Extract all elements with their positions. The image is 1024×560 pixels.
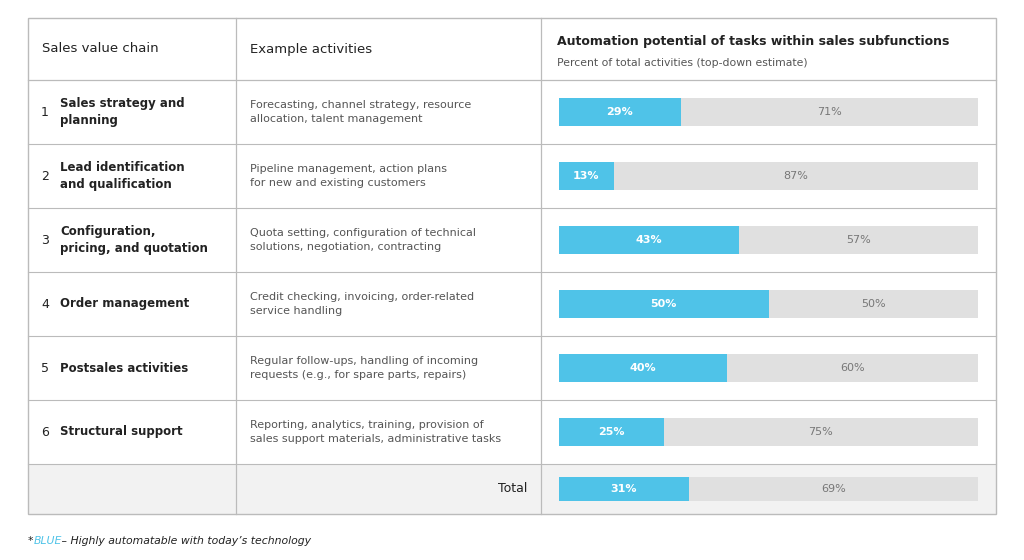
Text: Sales strategy and
planning: Sales strategy and planning [60,97,184,127]
Bar [28,272,996,336]
Text: Forecasting, channel strategy, resource
allocation, talent management: Forecasting, channel strategy, resource … [250,100,471,124]
Text: 43%: 43% [636,235,663,245]
Text: Pipeline management, action plans
for new and existing customers: Pipeline management, action plans for ne… [250,164,447,188]
Text: 3: 3 [41,234,49,246]
Bar [28,208,996,272]
Bar [559,477,689,501]
Bar [559,98,681,126]
Text: Configuration,
pricing, and quotation: Configuration, pricing, and quotation [60,225,208,255]
Text: 6: 6 [41,426,49,438]
Text: Percent of total activities (top-down estimate): Percent of total activities (top-down es… [557,58,808,68]
Text: *: * [28,536,34,546]
Text: – Highly automatable with today’s technology: – Highly automatable with today’s techno… [58,536,311,546]
Bar [559,226,978,254]
Text: 25%: 25% [598,427,625,437]
Bar [559,418,978,446]
Text: Order management: Order management [60,297,189,310]
Text: Example activities: Example activities [250,43,373,55]
Text: 50%: 50% [650,299,677,309]
Bar [559,226,739,254]
Text: Quota setting, configuration of technical
solutions, negotiation, contracting: Quota setting, configuration of technica… [250,228,476,252]
Text: Credit checking, invoicing, order-related
service handling: Credit checking, invoicing, order-relate… [250,292,474,316]
Bar [28,144,996,208]
Bar [559,354,978,382]
Text: 60%: 60% [840,363,864,373]
Bar [28,18,996,80]
Text: Postsales activities: Postsales activities [60,362,188,375]
Text: 69%: 69% [821,484,846,494]
Text: 2: 2 [41,170,49,183]
Bar [559,418,664,446]
Text: 13%: 13% [573,171,599,181]
Text: 50%: 50% [861,299,886,309]
Text: 31%: 31% [610,484,637,494]
Text: 71%: 71% [817,107,842,117]
Text: 1: 1 [41,105,49,119]
Text: 4: 4 [41,297,49,310]
Bar [28,80,996,144]
Text: Sales value chain: Sales value chain [42,43,159,55]
Text: 75%: 75% [809,427,834,437]
Text: 40%: 40% [630,363,656,373]
Bar [559,354,727,382]
Text: Total: Total [498,483,527,496]
Text: BLUE: BLUE [34,536,62,546]
Bar [559,290,978,318]
Bar [559,162,978,190]
Text: Lead identification
and qualification: Lead identification and qualification [60,161,184,192]
Bar [28,464,996,514]
Bar [559,477,978,501]
Bar [28,336,996,400]
Text: 87%: 87% [783,171,808,181]
Text: Structural support: Structural support [60,426,182,438]
Bar [559,290,769,318]
Bar [559,162,613,190]
Text: Reporting, analytics, training, provision of
sales support materials, administra: Reporting, analytics, training, provisio… [250,420,501,444]
Text: Regular follow-ups, handling of incoming
requests (e.g., for spare parts, repair: Regular follow-ups, handling of incoming… [250,356,478,380]
Text: 57%: 57% [846,235,871,245]
Bar [559,98,978,126]
Text: 5: 5 [41,362,49,375]
Text: Automation potential of tasks within sales subfunctions: Automation potential of tasks within sal… [557,35,949,48]
Text: 29%: 29% [606,107,633,117]
Bar [28,400,996,464]
Bar [28,18,996,514]
